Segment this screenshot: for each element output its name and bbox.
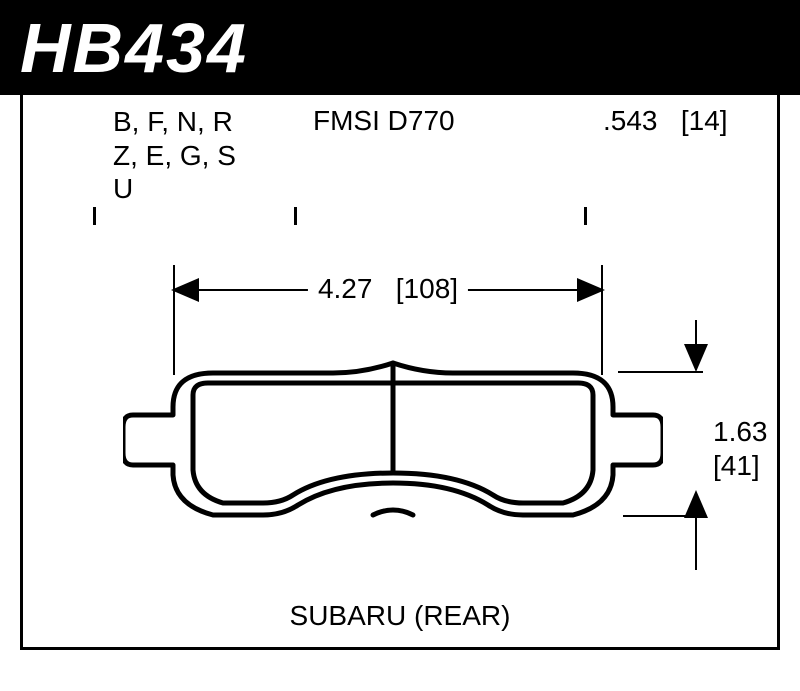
spec-row: B, F, N, R Z, E, G, S U FMSI D770 .543 [… bbox=[23, 105, 777, 225]
thickness-inches: .543 bbox=[603, 105, 658, 136]
compounds-list: B, F, N, R Z, E, G, S U bbox=[113, 105, 236, 206]
height-label: 1.63 [41] bbox=[713, 415, 768, 482]
thickness-mm: [14] bbox=[681, 105, 728, 136]
dimension-line bbox=[695, 516, 697, 570]
height-inches: 1.63 bbox=[713, 415, 768, 449]
arrow-down-icon bbox=[684, 344, 708, 372]
diagram-frame: B, F, N, R Z, E, G, S U FMSI D770 .543 [… bbox=[20, 95, 780, 650]
content-area: B, F, N, R Z, E, G, S U FMSI D770 .543 [… bbox=[0, 95, 800, 691]
height-dimension: 1.63 [41] bbox=[683, 320, 793, 570]
width-mm: [108] bbox=[396, 273, 458, 304]
thickness-spec: .543 [14] bbox=[603, 105, 728, 137]
arrow-left-icon bbox=[171, 278, 199, 302]
height-mm: [41] bbox=[713, 449, 768, 483]
compounds-line: Z, E, G, S bbox=[113, 139, 236, 173]
arrow-right-icon bbox=[577, 278, 605, 302]
divider-tick bbox=[294, 207, 297, 225]
divider-tick bbox=[584, 207, 587, 225]
brake-pad-svg bbox=[123, 355, 663, 535]
diagram-caption: SUBARU (REAR) bbox=[290, 600, 511, 632]
width-inches: 4.27 bbox=[318, 273, 373, 304]
fmsi-code: FMSI D770 bbox=[313, 105, 455, 137]
divider-tick bbox=[93, 207, 96, 225]
part-number-title: HB434 bbox=[20, 8, 248, 88]
brake-pad-drawing bbox=[123, 355, 663, 535]
width-label: 4.27 [108] bbox=[308, 273, 468, 305]
header-bar: HB434 bbox=[0, 0, 800, 95]
arrow-up-icon bbox=[684, 490, 708, 518]
compounds-line: B, F, N, R bbox=[113, 105, 236, 139]
compounds-line: U bbox=[113, 172, 236, 206]
width-dimension: 4.27 [108] bbox=[173, 265, 603, 315]
